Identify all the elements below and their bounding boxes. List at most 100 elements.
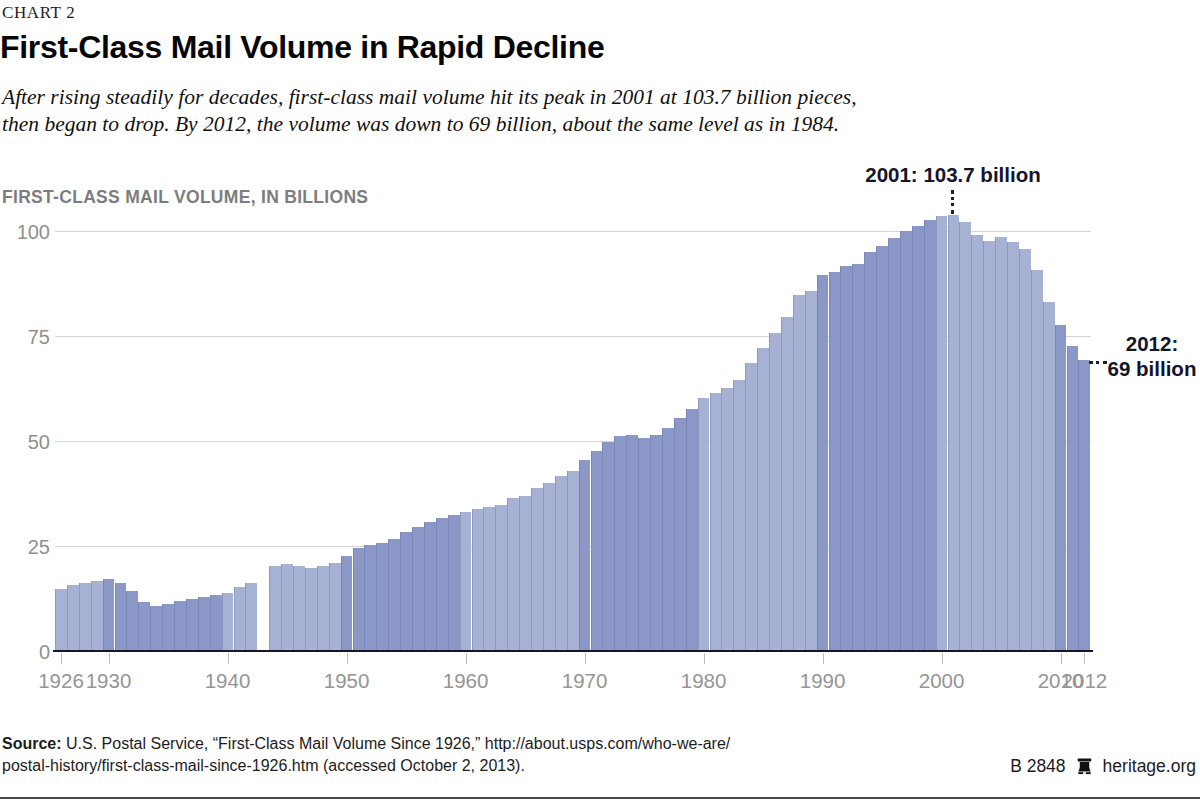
- bar-1997: [900, 231, 912, 650]
- bar-2003: [971, 235, 983, 650]
- bar-1969: [567, 471, 579, 650]
- bar-1993: [852, 264, 864, 650]
- bar-1938: [198, 597, 210, 650]
- bar-2006: [1007, 242, 1019, 650]
- x-tick-1930: [109, 653, 110, 664]
- bar-1960: [460, 512, 472, 650]
- bar-1976: [650, 435, 662, 650]
- bar-1998: [912, 226, 924, 650]
- bar-1939: [210, 595, 222, 650]
- x-tick-1940: [228, 653, 229, 664]
- bar-2004: [983, 241, 995, 650]
- bar-1964: [507, 498, 519, 650]
- bar-1988: [793, 295, 805, 650]
- source-note: Source: U.S. Postal Service, “First-Clas…: [2, 733, 730, 777]
- x-axis-label-1940: 1940: [193, 669, 263, 693]
- x-tick-2012: [1084, 653, 1085, 664]
- bar-1956: [412, 527, 424, 651]
- bar-1991: [829, 272, 841, 650]
- bar-1942: [245, 583, 257, 650]
- bar-1928: [79, 583, 91, 650]
- bar-1952: [364, 545, 376, 650]
- x-tick-1970: [585, 653, 586, 664]
- x-axis-label-1950: 1950: [312, 669, 382, 693]
- bar-2008: [1031, 270, 1043, 650]
- bar-1968: [555, 476, 567, 650]
- x-axis-label-2012: 2012: [1049, 669, 1119, 693]
- source-line-1: Source: U.S. Postal Service, “First-Clas…: [2, 733, 730, 755]
- source-label: Source:: [2, 735, 62, 752]
- bar-1995: [876, 246, 888, 651]
- bar-1936: [174, 601, 186, 650]
- bar-1947: [305, 568, 317, 650]
- chart-page: CHART 2 First-Class Mail Volume in Rapid…: [0, 0, 1200, 808]
- x-tick-1980: [704, 653, 705, 664]
- bar-2005: [995, 237, 1007, 650]
- bottom-rule: [0, 797, 1200, 799]
- bar-1934: [150, 606, 162, 651]
- end-annotation-line-2: 69 billion: [1104, 356, 1200, 381]
- bar-2001: [948, 215, 960, 651]
- bar-1999: [924, 220, 936, 650]
- bar-1959: [448, 515, 460, 650]
- bar-1983: [733, 380, 745, 650]
- bar-1994: [864, 252, 876, 650]
- bar-1929: [91, 581, 103, 650]
- bar-1961: [472, 509, 484, 650]
- bar-1973: [614, 436, 626, 650]
- bar-1955: [400, 532, 412, 650]
- bar-1937: [186, 599, 198, 650]
- y-axis-label-100: 100: [0, 221, 50, 244]
- bar-1971: [591, 451, 603, 651]
- source-text-1: U.S. Postal Service, “First-Class Mail V…: [62, 735, 731, 752]
- bar-2000: [936, 216, 948, 650]
- bar-2012: [1078, 360, 1090, 650]
- bar-1926: [55, 589, 67, 650]
- bar-1940: [222, 593, 234, 651]
- bar-1953: [376, 543, 388, 650]
- footer-right: B 2848 heritage.org: [1010, 756, 1196, 777]
- bar-1972: [602, 442, 614, 650]
- bar-1975: [638, 438, 650, 650]
- bar-1986: [769, 333, 781, 651]
- plot-area: [55, 195, 1091, 650]
- peak-annotation-dotted-line: [951, 190, 954, 214]
- x-axis-label-1980: 1980: [669, 669, 739, 693]
- bar-1977: [662, 428, 674, 650]
- bar-1980: [698, 398, 710, 650]
- x-axis-label-2000: 2000: [907, 669, 977, 693]
- end-annotation: 2012: 69 billion: [1104, 331, 1200, 381]
- site-link[interactable]: heritage.org: [1103, 756, 1196, 777]
- subtitle-line-1: After rising steadily for decades, first…: [2, 84, 857, 111]
- chart-kicker: CHART 2: [2, 3, 75, 23]
- bar-1962: [483, 507, 495, 650]
- x-tick-1990: [823, 653, 824, 664]
- bar-1982: [721, 388, 733, 651]
- bar-1933: [138, 602, 150, 650]
- bar-1927: [67, 585, 79, 650]
- bar-2002: [959, 222, 971, 650]
- bar-1948: [317, 566, 329, 650]
- x-tick-2010: [1061, 653, 1062, 664]
- page-title: First-Class Mail Volume in Rapid Decline: [0, 29, 604, 66]
- x-tick-1960: [466, 653, 467, 664]
- bar-1963: [495, 505, 507, 650]
- bar-1941: [234, 587, 246, 650]
- source-line-2: postal-history/first-class-mail-since-19…: [2, 755, 730, 777]
- bar-1946: [293, 566, 305, 650]
- bar-1985: [757, 348, 769, 650]
- bar-1996: [888, 238, 900, 650]
- bar-1944: [269, 566, 281, 650]
- x-tick-1926: [61, 653, 62, 664]
- bar-2009: [1043, 302, 1055, 650]
- bar-1990: [817, 275, 829, 650]
- bar-1935: [162, 604, 174, 650]
- x-axis-label-1930: 1930: [74, 669, 144, 693]
- chart-subtitle: After rising steadily for decades, first…: [2, 84, 857, 138]
- bar-1951: [353, 548, 365, 650]
- bar-1989: [805, 291, 817, 651]
- bar-2011: [1067, 346, 1079, 650]
- document-id: B 2848: [1010, 756, 1065, 777]
- bar-1984: [745, 363, 757, 650]
- bar-1965: [519, 496, 531, 650]
